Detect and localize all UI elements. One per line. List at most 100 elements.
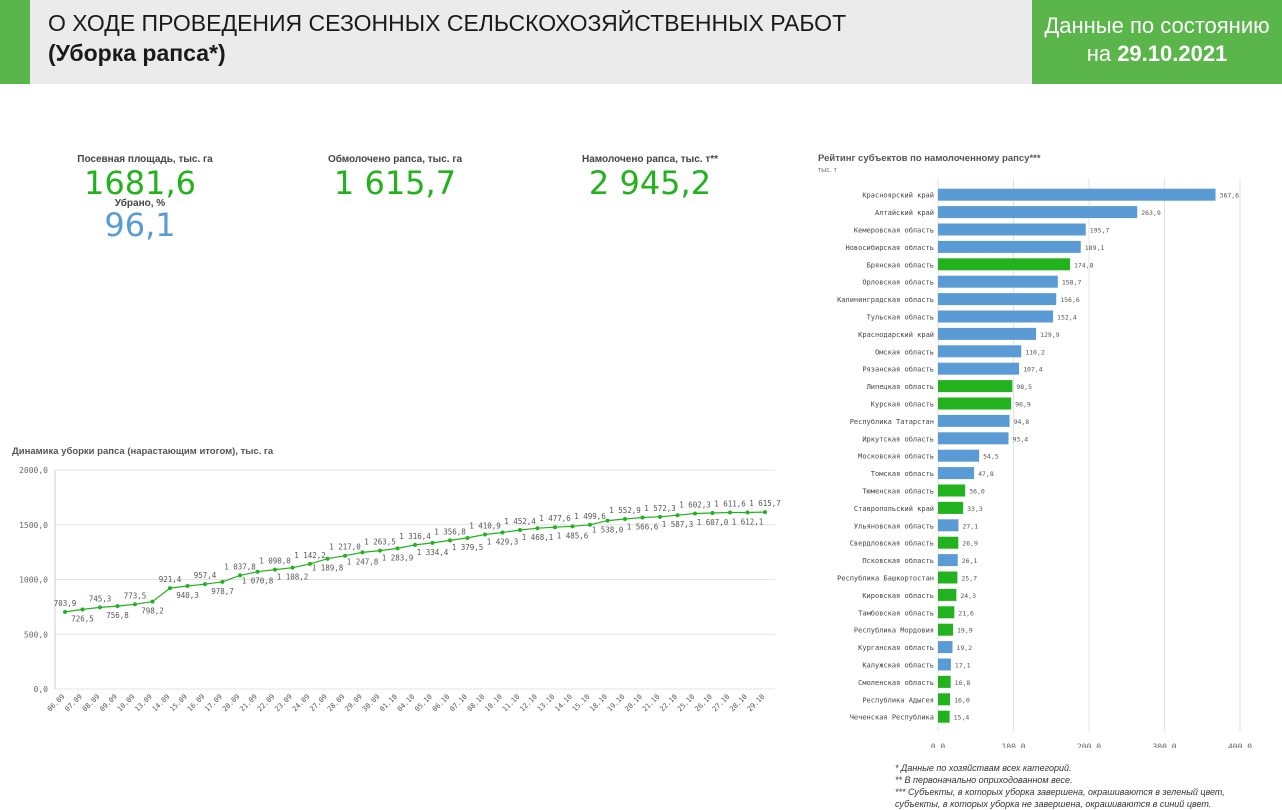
line-point [378, 548, 382, 553]
line-point [518, 527, 522, 532]
bar-category-label: Тульская область [867, 314, 934, 322]
bar-category-label: Курская область [871, 401, 934, 409]
line-x-tick-label: 28.09 [326, 693, 347, 714]
line-x-tick-label: 23.09 [273, 693, 294, 714]
bar-category-label: Свердловская область [850, 540, 934, 548]
line-point [273, 567, 277, 572]
line-data-label: 940,3 [176, 591, 199, 600]
line-x-tick-label: 11.10 [501, 693, 522, 714]
line-x-tick-label: 30.09 [361, 693, 382, 714]
line-data-label: 1 189,8 [312, 564, 344, 573]
line-point [640, 515, 645, 520]
line-data-label: 745,3 [89, 594, 112, 603]
bar [938, 327, 1037, 340]
bar [938, 623, 954, 636]
line-point [308, 561, 312, 566]
line-point [588, 522, 592, 527]
bar [938, 397, 1012, 410]
line-point [360, 550, 365, 555]
line-data-label: 756,8 [106, 611, 129, 620]
bar-data-label: 16,0 [954, 696, 970, 704]
line-point [483, 532, 487, 537]
bar [938, 258, 1070, 271]
line-data-label: 1 316,4 [399, 532, 431, 541]
footnote-2: ** В первоначально оприходованном весе. [895, 775, 1073, 785]
line-data-label: 798,2 [141, 607, 164, 616]
line-x-tick-label: 22.09 [256, 693, 277, 714]
line-point [710, 511, 715, 516]
footnote-4: субъекты, в которых уборка не завершена,… [895, 799, 1212, 809]
bar-data-label: 21,6 [958, 609, 974, 617]
date-box: Данные по состоянию на 29.10.2021 [1032, 0, 1282, 84]
bar [938, 641, 953, 654]
bar-category-label: Курганская область [858, 644, 934, 652]
line-point [693, 511, 697, 516]
threshed-yield-value: 2 945,2 [588, 164, 712, 202]
bar-data-label: 33,3 [967, 505, 983, 513]
bar-data-label: 156,6 [1060, 296, 1080, 304]
bar-category-label: Орловская область [862, 279, 934, 287]
line-point [115, 604, 120, 609]
bar-category-label: Томская область [871, 470, 934, 478]
bar [938, 223, 1086, 236]
line-x-tick-label: 29.09 [343, 693, 364, 714]
bar [938, 554, 958, 567]
bar-category-label: Ставропольский край [854, 505, 934, 513]
bar-category-label: Московская область [858, 453, 934, 461]
line-x-tick-label: 07.09 [63, 693, 84, 714]
bar-data-label: 26,1 [962, 557, 978, 565]
bar-category-label: Ульяновская область [854, 522, 934, 530]
bar-category-label: Рязанская область [862, 366, 934, 374]
line-point [745, 510, 750, 515]
bar-data-label: 158,7 [1062, 279, 1082, 287]
line-x-tick-label: 08.10 [466, 693, 487, 714]
bar-data-label: 47,8 [978, 470, 994, 478]
line-point [185, 584, 190, 589]
bar [938, 310, 1054, 323]
bar-category-label: Республика Мордовия [854, 627, 934, 635]
line-x-tick-label: 12.10 [518, 693, 539, 714]
threshed-area-value: 1 615,7 [333, 164, 457, 202]
line-y-tick-label: 1000,0 [19, 576, 48, 585]
bar-category-label: Алтайский край [875, 209, 934, 217]
bar [938, 519, 959, 532]
bar-category-label: Новосибирская область [845, 244, 934, 252]
line-y-tick-label: 0,0 [34, 685, 49, 694]
line-point [500, 530, 505, 535]
bar [938, 675, 951, 688]
page-subtitle: (Уборка рапса*) [48, 40, 226, 66]
bar-x-tick-label: 400,0 [1228, 742, 1252, 748]
line-x-tick-label: 14.10 [553, 693, 574, 714]
line-y-tick-label: 2000,0 [19, 466, 48, 475]
line-x-tick-label: 06.09 [46, 693, 67, 714]
line-point [80, 607, 85, 612]
bar-category-label: Республика Башкортостан [837, 575, 934, 583]
line-x-tick-label: 15.09 [168, 693, 189, 714]
bar-x-tick-label: 200,0 [1077, 742, 1101, 748]
line-point [203, 582, 207, 587]
date-on: на [1086, 41, 1118, 66]
line-x-tick-label: 26.10 [693, 693, 714, 714]
line-data-label: 1 452,4 [504, 517, 536, 526]
line-data-label: 1 247,8 [347, 557, 379, 566]
line-point [395, 546, 400, 551]
line-x-tick-label: 05.10 [413, 693, 434, 714]
bar [938, 501, 964, 514]
line-point [63, 609, 67, 614]
line-x-tick-label: 10.09 [116, 693, 137, 714]
bar [938, 240, 1081, 253]
line-point [430, 540, 435, 545]
line-point [605, 518, 610, 523]
bar-data-label: 54,5 [983, 453, 999, 461]
line-y-tick-label: 1500,0 [19, 521, 48, 530]
line-x-tick-label: 17.09 [203, 693, 224, 714]
line-point [168, 586, 172, 591]
bar-data-label: 107,4 [1023, 366, 1043, 374]
bar [938, 345, 1022, 358]
bar [938, 571, 958, 584]
line-point [623, 516, 627, 521]
sown-area-label: Посевная площадь, тыс. га [77, 154, 213, 165]
line-data-label: 1 283,9 [382, 553, 414, 562]
bar [938, 606, 955, 619]
bar-data-label: 98,5 [1016, 383, 1032, 391]
